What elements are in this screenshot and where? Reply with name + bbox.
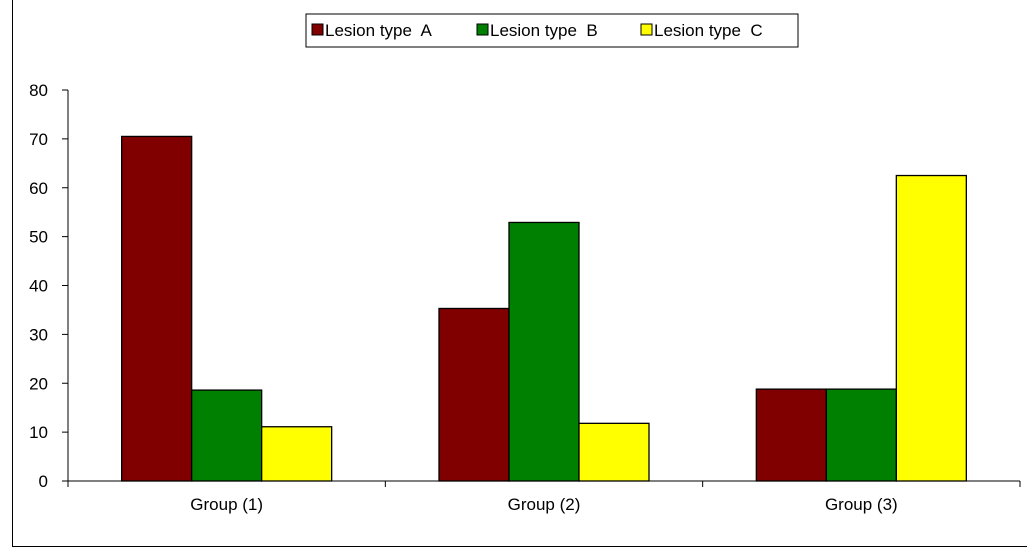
bar-3-group-2 [578,422,650,482]
legend-box [305,13,799,48]
bar-layer [121,135,967,482]
chart-legend: Lesion type A Lesion type B Lesion type … [305,13,799,48]
legend-label-a: Lesion type A [325,21,432,40]
bar-2-group-1 [191,389,263,482]
y-tick-label-80: 80 [29,81,48,100]
y-tick-label-70: 70 [29,130,48,149]
y-tick-label-10: 10 [29,423,48,442]
legend-swatch-a [311,23,324,36]
x-tick-label-group-1: Group (1) [190,495,263,514]
bar-2-group-3 [825,388,897,482]
bar-3-group-1 [261,426,333,482]
legend-item-b: Lesion type B [476,21,598,40]
y-tick-label-40: 40 [29,277,48,296]
y-tick-label-50: 50 [29,228,48,247]
legend-item-a: Lesion type A [311,21,432,40]
legend-label-c: Lesion type C [654,21,763,40]
bar-3-group-3 [895,174,967,482]
y-tick-label-20: 20 [29,374,48,393]
bar-1-group-2 [438,307,510,482]
legend-label-b: Lesion type B [490,21,598,40]
y-tick-label-0: 0 [39,472,48,491]
legend-swatch-c [640,23,653,36]
bar-2-group-2 [508,221,580,482]
legend-item-c: Lesion type C [640,21,763,40]
y-tick-label-60: 60 [29,179,48,198]
legend-swatch-b [476,23,489,36]
axes-layer: 0 10 20 30 40 50 60 70 80 Group (1) Group (2) Group… [29,81,1021,514]
x-tick-label-group-3: Group (3) [825,495,898,514]
bar-1-group-1 [121,135,193,482]
y-tick-label-30: 30 [29,325,48,344]
x-tick-label-group-2: Group (2) [508,495,581,514]
bar-1-group-3 [755,388,827,482]
